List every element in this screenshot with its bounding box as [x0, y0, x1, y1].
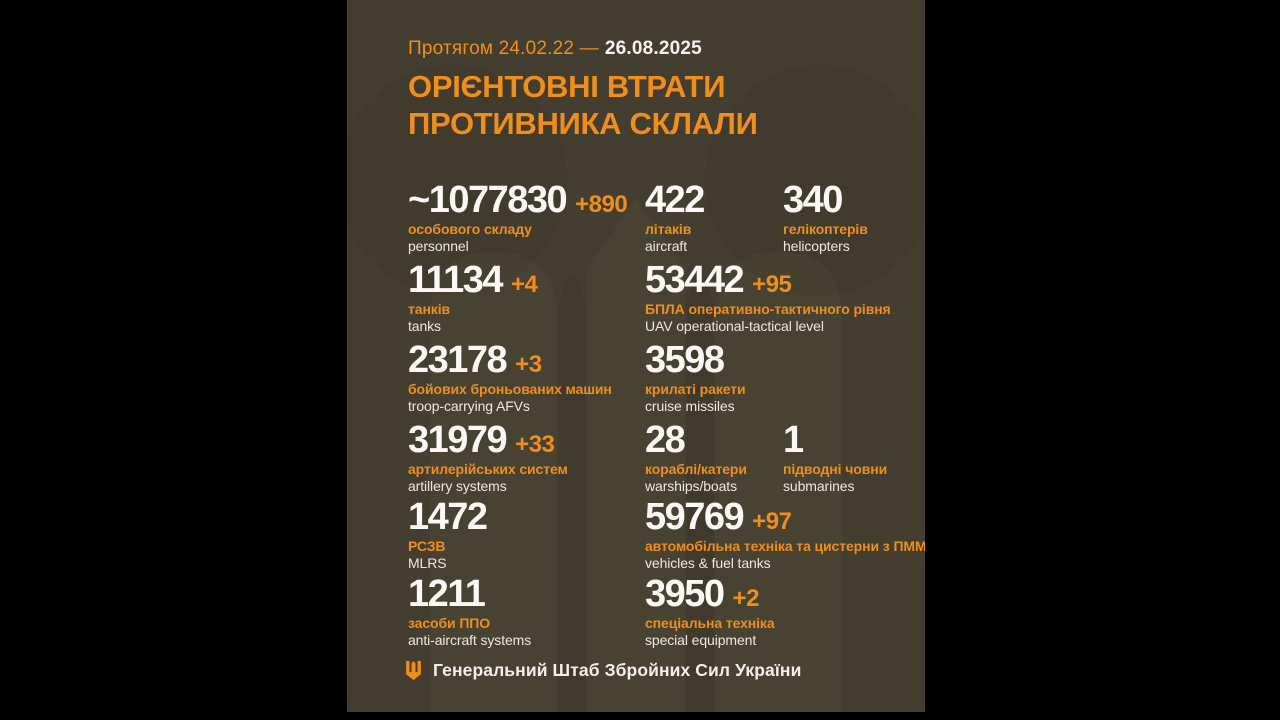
stat-value: 340: [783, 179, 843, 221]
page-title: ОРІЄНТОВНІ ВТРАТИ ПРОТИВНИКА СКЛАЛИ: [408, 68, 758, 142]
footer-org-name: Генеральний Штаб Збройних Сил України: [433, 660, 802, 680]
stat-helicopters: 340 гелікоптерів helicopters: [783, 180, 868, 255]
period-line: Протягом 24.02.22 —26.08.2025: [408, 38, 702, 60]
stat-warships: 28 кораблі/катери warships/boats: [645, 420, 747, 495]
content: Протягом 24.02.22 —26.08.2025 ОРІЄНТОВНІ…: [347, 0, 925, 712]
stat-label-en: personnel: [408, 238, 469, 254]
stat-label-uk: танків: [408, 301, 451, 317]
period-date: 26.08.2025: [604, 38, 702, 59]
stat-mlrs: 1472 РСЗВ MLRS: [408, 497, 496, 572]
stat-cruise-missiles: 3598 крилаті ракети cruise missiles: [645, 340, 746, 415]
stat-special-equipment: 3950 +2 спеціальна техніка special equipm…: [645, 574, 775, 649]
stat-value: 28: [645, 419, 686, 461]
stat-value: 23178: [408, 339, 508, 381]
stat-label-uk: РСЗВ: [408, 538, 446, 554]
stat-afv: 23178 +3 бойових броньованих машин troop-…: [408, 340, 612, 415]
stat-artillery: 31979 +33 артилерійських систем artillery…: [408, 420, 568, 495]
tryzub-trident-icon: [406, 661, 421, 680]
stat-anti-aircraft: 1211 засоби ППО anti-aircraft systems: [408, 574, 531, 649]
stat-label-uk: підводні човни: [783, 461, 888, 477]
period-prefix: Протягом 24.02.22 —: [408, 38, 599, 59]
stat-value: 53442: [645, 259, 745, 301]
stat-value: 31979: [408, 419, 508, 461]
stat-delta: +890: [575, 191, 628, 218]
stat-delta: +97: [752, 508, 792, 535]
stat-label-en: special equipment: [645, 632, 757, 648]
stat-value: 1211: [408, 573, 486, 615]
stat-delta: +4: [510, 271, 538, 298]
stat-delta: +33: [515, 431, 555, 458]
stat-label-uk: спеціальна техніка: [645, 615, 775, 631]
stat-label-en: cruise missiles: [645, 398, 735, 414]
title-line-2: ПРОТИВНИКА СКЛАЛИ: [408, 106, 758, 141]
stat-value: 59769: [645, 496, 745, 538]
stat-value: 422: [645, 179, 705, 221]
stat-label-en: submarines: [783, 478, 855, 494]
stat-value: 1: [783, 419, 804, 461]
stat-aircraft: 422 літаків aircraft: [645, 180, 713, 255]
stat-label-en: aircraft: [645, 238, 687, 254]
stat-value: 3598: [645, 339, 725, 381]
stat-delta: +95: [752, 271, 792, 298]
stat-submarines: 1 підводні човни submarines: [783, 420, 887, 495]
stat-tanks: 11134 +4 танків tanks: [408, 259, 538, 335]
stat-label-uk: кораблі/катери: [645, 461, 747, 477]
stat-label-uk: автомобільна техніка та цистерни з ПММ: [645, 538, 925, 554]
stat-label-en: anti-aircraft systems: [408, 632, 532, 648]
title-line-1: ОРІЄНТОВНІ ВТРАТИ: [408, 69, 726, 104]
stat-label-uk: БПЛА оперативно-тактичного рівня: [645, 301, 891, 317]
stat-label-en: artillery systems: [408, 478, 507, 494]
stat-label-uk: артилерійських систем: [408, 461, 568, 477]
stat-label-uk: крилаті ракети: [645, 381, 746, 397]
stat-label-en: vehicles & fuel tanks: [645, 555, 771, 571]
stat-label-en: MLRS: [408, 555, 447, 571]
stat-value: 1472: [408, 496, 488, 538]
stat-label-uk: літаків: [645, 221, 692, 237]
stat-personnel: ~1077830 +890 особового складу personnel: [408, 179, 628, 255]
stat-label-en: troop-carrying AFVs: [408, 398, 530, 414]
stat-uav: 53442 +95 БПЛА оперативно-тактичного рівн…: [645, 260, 891, 335]
stat-value: 3950: [645, 573, 725, 615]
infographic-panel: Протягом 24.02.22 —26.08.2025 ОРІЄНТОВНІ…: [347, 0, 925, 712]
stat-label-en: tanks: [408, 318, 441, 334]
stat-value: ~1077830: [408, 179, 568, 221]
stat-delta: +2: [732, 585, 760, 612]
footer: Генеральний Штаб Збройних Сил України: [406, 660, 801, 681]
stat-delta: +3: [515, 351, 542, 378]
stat-label-uk: бойових броньованих машин: [408, 381, 612, 397]
stat-vehicles: 59769 +97 автомобільна техніка та цистерн…: [645, 497, 925, 572]
stat-label-en: UAV operational-tactical level: [645, 318, 824, 334]
stat-label-uk: гелікоптерів: [783, 221, 868, 237]
stat-label-en: helicopters: [783, 238, 850, 254]
stat-label-uk: особового складу: [408, 221, 532, 237]
stat-label-en: warships/boats: [645, 478, 737, 494]
stat-label-uk: засоби ППО: [408, 615, 491, 631]
stat-value: 11134: [408, 259, 503, 301]
